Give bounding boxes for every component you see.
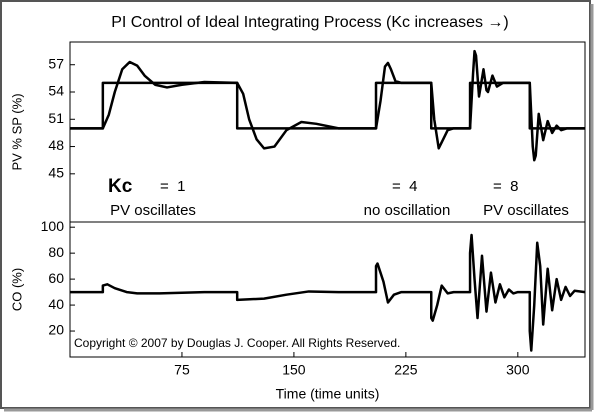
x-axis-label: Time (time units)	[276, 386, 380, 402]
y-tick-label: 45	[48, 165, 64, 181]
series-line	[70, 49, 585, 162]
annotation: PV oscillates	[110, 202, 196, 219]
y-tick-label: 57	[48, 55, 64, 71]
x-tick-label: 150	[282, 362, 306, 378]
y-tick-label: 80	[48, 244, 64, 260]
chart-title: PI Control of Ideal Integrating Process …	[111, 14, 509, 31]
annotation: = 8	[493, 178, 518, 195]
x-tick-label: 225	[394, 362, 418, 378]
annotation: = 4	[392, 178, 417, 195]
annotation: no oscillation	[364, 202, 451, 219]
annotation: Copyright © 2007 by Douglas J. Cooper. A…	[74, 336, 400, 350]
y-axis-label: PV % SP (%)	[9, 93, 24, 170]
plot-area	[69, 221, 586, 358]
y-tick-label: 54	[48, 83, 64, 99]
x-tick-label: 300	[506, 362, 530, 378]
y-tick-label: 51	[48, 110, 64, 126]
y-tick-label: 20	[48, 322, 64, 338]
series-line	[70, 233, 586, 352]
y-tick-label: 40	[48, 296, 64, 312]
annotation: Kc	[108, 176, 133, 197]
annotation: = 1	[160, 178, 185, 195]
y-tick-label: 100	[41, 218, 65, 234]
x-tick-label: 75	[174, 362, 190, 378]
y-tick-label: 60	[48, 270, 64, 286]
y-tick-label: 48	[48, 137, 64, 153]
y-axis-label: CO (%)	[9, 268, 24, 311]
annotation: PV oscillates	[483, 202, 569, 219]
